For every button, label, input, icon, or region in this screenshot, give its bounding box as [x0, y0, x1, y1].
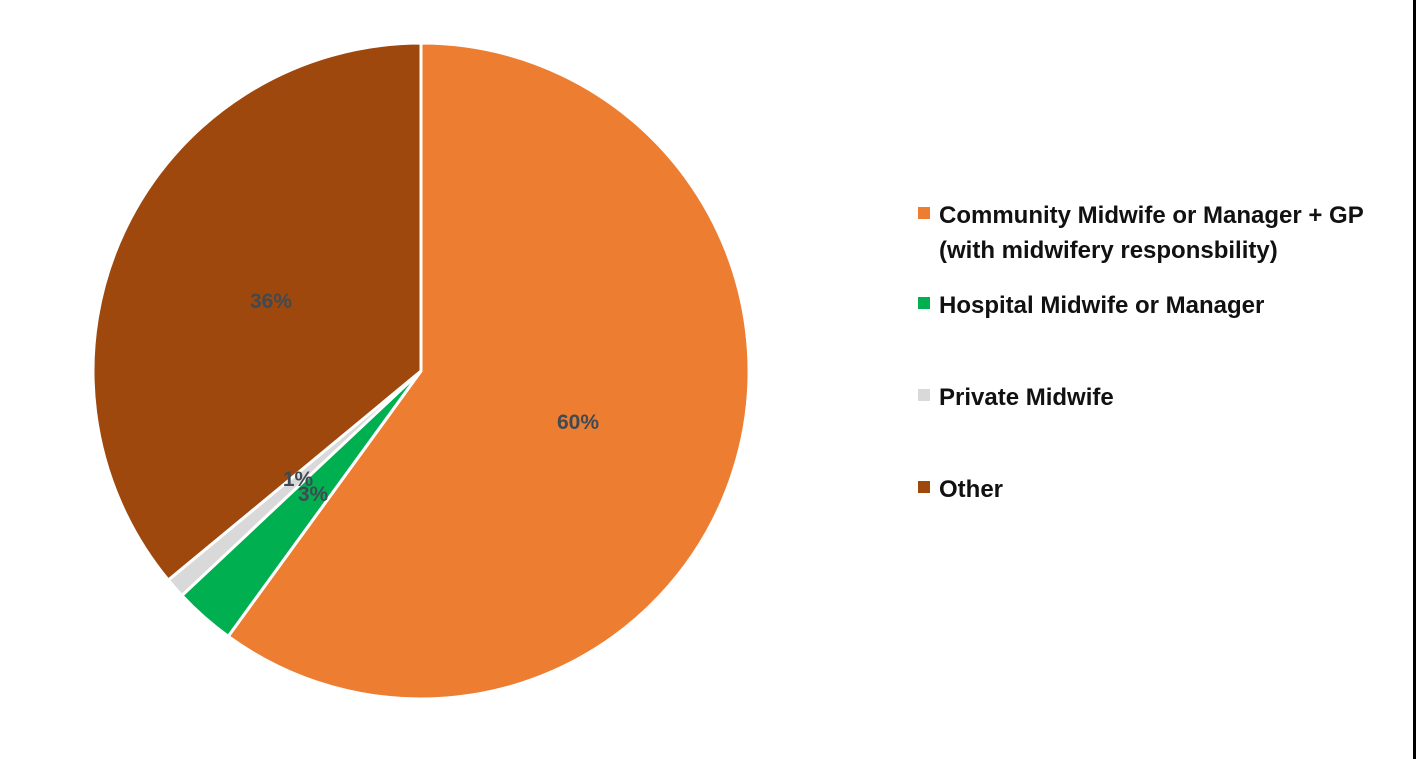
legend-label-other: Other: [939, 476, 1004, 503]
legend-swatch-hospital: [918, 297, 930, 309]
data-label-private: 1%: [282, 468, 314, 491]
data-label-hospital: 3%: [297, 483, 329, 506]
pie-slice-other: [91, 41, 423, 582]
legend-item-other: Other: [918, 472, 1389, 507]
data-label-other: 36%: [249, 290, 293, 313]
legend-swatch-other: [918, 481, 930, 493]
frame-border: [1413, 0, 1416, 759]
legend-item-community: Community Midwife or Manager + GP (with …: [918, 198, 1389, 268]
pie-chart: [91, 41, 751, 701]
legend-label-private: Private Midwife: [939, 384, 1114, 411]
legend-swatch-private: [918, 389, 930, 401]
legend-label-community: Community Midwife or Manager + GP (with …: [939, 202, 1364, 264]
legend-item-hospital: Hospital Midwife or Manager: [918, 288, 1389, 323]
data-label-community: 60%: [556, 411, 600, 434]
legend-swatch-community: [918, 207, 930, 219]
pie-slice-community: [226, 41, 751, 701]
legend-item-private: Private Midwife: [918, 380, 1389, 415]
legend-label-hospital: Hospital Midwife or Manager: [939, 292, 1265, 319]
